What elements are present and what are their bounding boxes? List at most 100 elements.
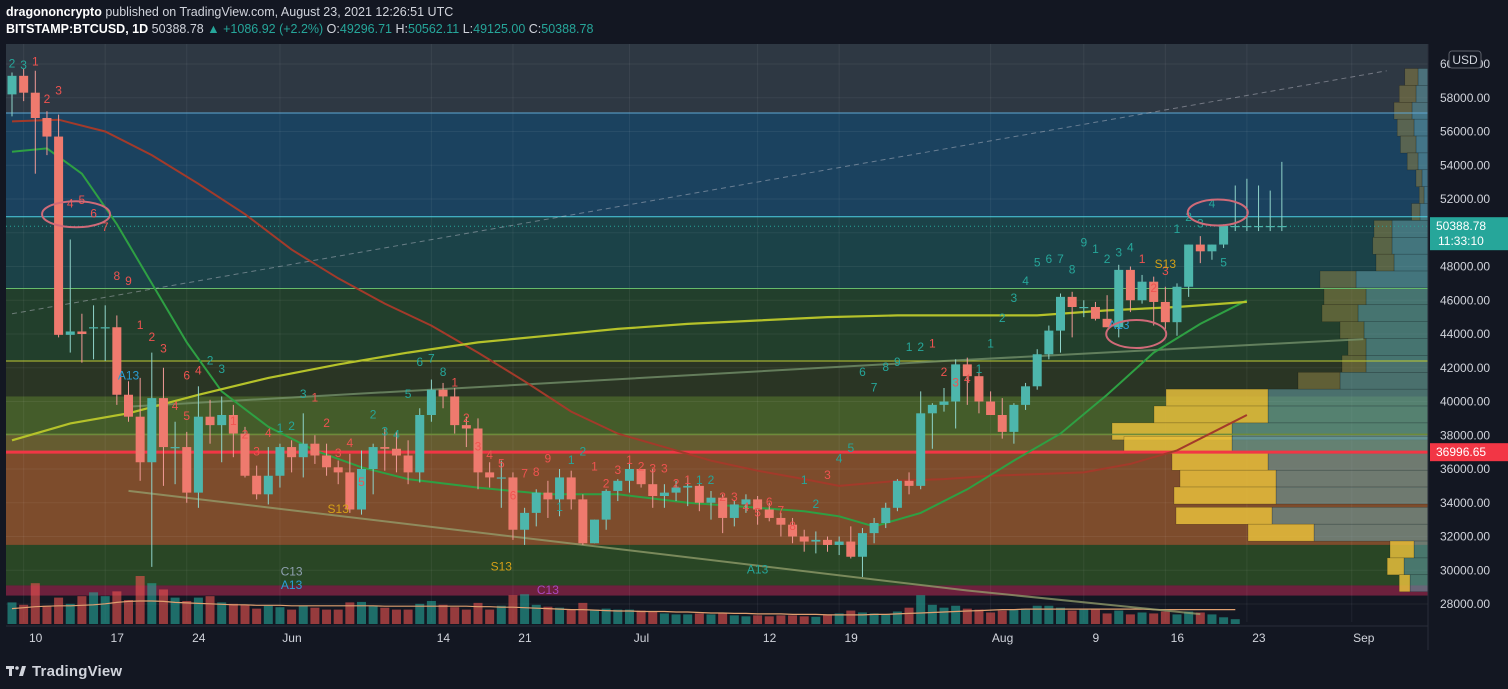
candle-body [496,477,506,479]
td-label: 4 [195,364,202,378]
volume-profile-row-a [1355,270,1429,289]
low-label: L: [462,22,474,36]
annotation-circle [41,200,112,229]
candle-body [1056,296,1065,331]
candle-body [54,136,64,335]
time-tick-label: 19 [844,631,858,645]
candle-body [753,499,763,510]
volume-bar [869,613,879,624]
price-tick-label: 42000.00 [1440,361,1490,375]
volume-profile-row-a [1423,186,1429,204]
volume-bar [298,605,308,624]
td-label: A13 [281,578,303,592]
candle-body [986,401,996,415]
price-change: +1086.92 (+2.2%) [223,22,324,36]
td-label: 7 [871,380,878,394]
volume-profile-row-a [1267,453,1429,471]
volume-bar [473,602,483,624]
candle-body [1172,286,1182,323]
volume-profile-row-b [1398,574,1411,592]
volume-profile-row-a [1313,523,1429,542]
candle-body [1230,226,1240,228]
candle-body [997,415,1007,432]
candle-body [1032,354,1042,387]
volume-bar [357,601,366,624]
volume-bar [345,602,355,624]
candle-body [566,477,576,500]
price-tick-label: 30000.00 [1440,563,1490,577]
td-label: 3 [1011,291,1018,305]
volume-profile-row-b [1153,405,1269,424]
volume-bar [974,609,984,624]
author-name[interactable]: dragononcrypto [6,5,102,19]
tradingview-brand[interactable]: TradingView [32,662,123,680]
volume-bar [100,596,110,624]
td-label: 1 [230,414,237,428]
candle-body [788,524,798,537]
publish-line: dragononcrypto published on TradingView.… [6,4,906,21]
volume-profile-row-b [1406,152,1419,171]
td-label: 3 [649,461,656,475]
td-label: 7 [1057,252,1064,266]
volume-profile-row-a [1365,287,1429,306]
last-price-countdown: 11:33:10 [1438,234,1484,248]
volume-bar [741,616,751,624]
td-label: 2 [673,477,680,491]
footer: TradingView [6,660,122,682]
td-label: 1 [626,453,633,467]
time-tick-label: 23 [1252,631,1266,645]
volume-profile [1111,68,1429,592]
time-tick-label: 9 [1092,631,1099,645]
candle-body [823,539,832,545]
currency-box [1448,50,1482,69]
volume-profile-row-a [1419,203,1429,221]
candle-body [974,376,984,402]
td-label: 3 [55,83,62,97]
candle-body [30,92,40,118]
td-label: 2 [941,365,948,379]
td-label: S13 [328,502,350,516]
volume-bar [508,595,518,624]
td-label: 3 [475,439,482,453]
volume-bar [368,605,378,624]
td-label: 3 [952,375,959,389]
candle-body [7,75,17,95]
volume-bar [1149,613,1159,624]
volume-bar [601,608,611,624]
td-label: 3 [614,463,621,477]
candle-body [1044,330,1054,355]
volume-bar [683,614,693,624]
td-label: 6 [90,207,97,221]
price-tick-label: 46000.00 [1440,293,1490,307]
volume-bar [1137,612,1147,624]
upper-trendline [128,338,1364,408]
candle-body [450,396,460,426]
symbol-name[interactable]: BITSTAMP:BTCUSD, 1D [6,22,149,36]
td-label: 5 [79,193,86,207]
low-value: 49125.00 [473,22,526,36]
volume-profile-row-b [1319,270,1357,289]
time-tick-label: 21 [518,631,532,645]
td-label: 3 [381,424,388,438]
volume-bar [1079,609,1089,624]
volume-bar [881,614,891,624]
candles [7,69,1287,577]
candle-body [112,327,122,395]
volume-bar [834,613,844,624]
candle-body [473,428,483,473]
td-label: 2 [1104,252,1111,266]
td-label: 1 [32,55,39,69]
volume-bar [461,609,471,624]
volume-profile-row-a [1417,68,1429,86]
volume-profile-row-b [1404,68,1419,86]
volume-bar [520,594,530,624]
volume-profile-row-b [1415,169,1423,187]
slow-ma-line [11,118,1248,487]
ohlc-line: BITSTAMP:BTCUSD, 1D 50388.78 ▲ +1086.92 … [6,21,906,38]
candle-body [124,394,133,417]
volume-profile-row-a [1267,388,1429,407]
volume-profile-row-a [1357,304,1429,322]
volume-bar [578,602,588,624]
volume-profile-row-a [1339,372,1429,390]
